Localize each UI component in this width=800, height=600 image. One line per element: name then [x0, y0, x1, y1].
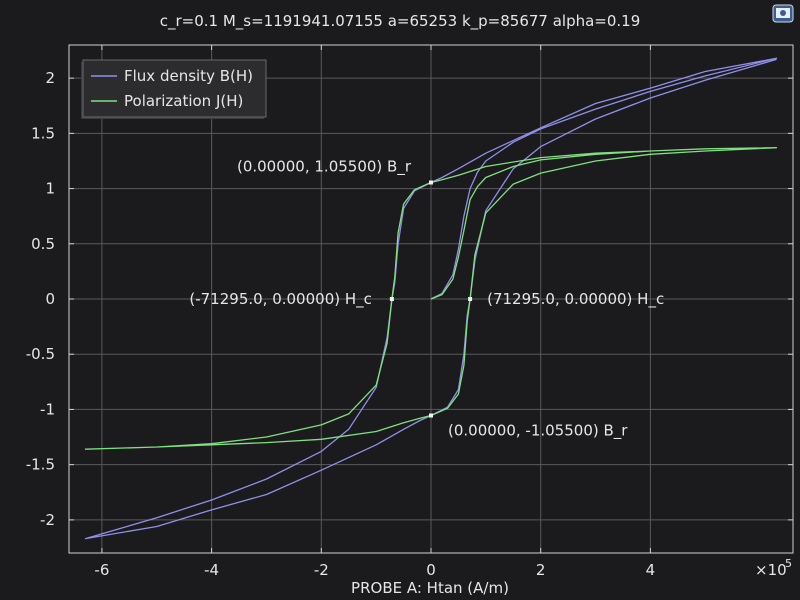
legend-entry-0: Flux density B(H)	[124, 67, 253, 85]
x-axis-label: PROBE A: Htan (A/m)	[351, 579, 509, 597]
x-tick-label: 0	[426, 561, 436, 579]
annotation-marker	[429, 180, 433, 185]
annotation-label: (71295.0, 0.00000) H_c	[487, 290, 664, 309]
x-multiplier-label: ×10	[755, 561, 787, 579]
legend-box	[82, 59, 267, 118]
chart-title: c_r=0.1 M_s=1191941.07155 a=65253 k_p=85…	[159, 12, 641, 30]
annotations: (0.00000, 1.05500) B_r (0.00000, -1.05500…	[189, 157, 664, 440]
x-multiplier-exponent: 5	[785, 557, 792, 570]
annotation-label: (-71295.0, 0.00000) H_c	[189, 290, 372, 309]
x-tick-label: -2	[314, 561, 329, 579]
annotation-marker	[389, 297, 394, 301]
y-tick-label: 1	[45, 180, 55, 198]
y-tick-label: -2	[40, 511, 55, 529]
y-tick-label: 2	[45, 69, 55, 87]
annotation-marker	[429, 413, 433, 418]
x-tick-label: -6	[94, 561, 109, 579]
window-settings-icon[interactable]	[772, 4, 794, 24]
y-tick-label: 1.5	[31, 124, 55, 142]
x-tick-label: 4	[646, 561, 656, 579]
y-tick-label: -1	[40, 400, 55, 418]
y-tick-label: 0.5	[31, 235, 55, 253]
series-line-1	[84, 147, 778, 450]
axes: -6 -4 -2 0 2 4 -2 -1.5 -1 -0.5 0 0.5 1 1.5 2 ×105 PROBE …	[26, 44, 794, 597]
y-tick-label: -0.5	[26, 345, 55, 363]
annotation-label: (0.00000, 1.05500) B_r	[237, 157, 412, 176]
annotation-marker	[468, 297, 473, 301]
x-tick-label: 2	[536, 561, 546, 579]
y-tick-label: -1.5	[26, 456, 55, 474]
legend-entry-1: Polarization J(H)	[124, 92, 243, 110]
annotation-label: (0.00000, -1.05500) B_r	[448, 422, 628, 441]
y-tick-label: 0	[45, 290, 55, 308]
legend: Flux density B(H) Polarization J(H)	[81, 59, 267, 119]
x-tick-label: -4	[204, 561, 219, 579]
series-lines	[84, 57, 778, 540]
